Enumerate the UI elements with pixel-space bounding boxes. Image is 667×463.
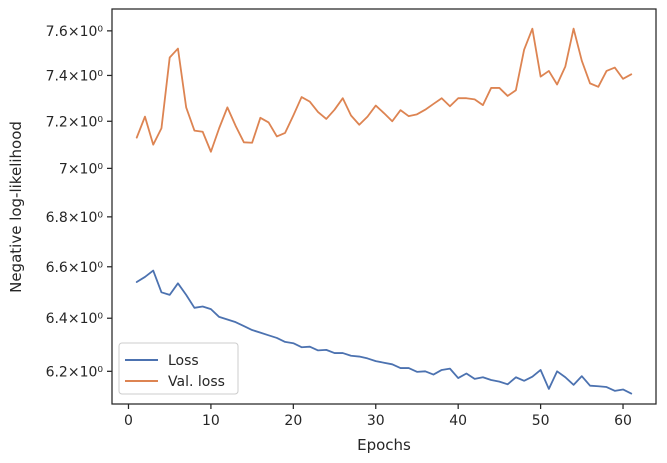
axes-frame: [111, 8, 657, 405]
x-tick-label: 0: [124, 413, 133, 429]
y-tick-label: 6.2×10⁰: [46, 364, 104, 380]
y-tick-label: 6.8×10⁰: [46, 210, 104, 226]
series-line-val-loss: [135, 27, 633, 153]
x-axis-title: Epochs: [357, 436, 411, 454]
legend-label-loss: Loss: [168, 353, 199, 369]
x-tick-label: 40: [449, 413, 467, 429]
y-tick-label: 7.2×10⁰: [46, 114, 104, 130]
x-tick-label: 60: [614, 413, 632, 429]
series-line-loss: [135, 269, 633, 395]
axis-ticks: 0 10 20 30 40 50 60 6.2×10⁰ 6.4×10⁰ 6.6×10⁰ 6.8×10…: [46, 24, 632, 429]
x-tick-label: 50: [532, 413, 550, 429]
series-lines: [135, 27, 633, 395]
y-tick-label: 7×10⁰: [59, 161, 103, 177]
y-tick-label: 7.4×10⁰: [46, 68, 104, 84]
legend-label-val-loss: Val. loss: [168, 374, 225, 390]
legend: Loss Val. loss: [118, 342, 239, 395]
x-tick-label: 20: [284, 413, 302, 429]
y-tick-label: 7.6×10⁰: [46, 24, 104, 40]
x-tick-label: 10: [202, 413, 220, 429]
x-tick-label: 30: [367, 413, 385, 429]
y-tick-label: 6.4×10⁰: [46, 311, 104, 327]
y-tick-label: 6.6×10⁰: [46, 260, 104, 276]
y-axis-title: Negative log-likelihood: [7, 121, 25, 293]
